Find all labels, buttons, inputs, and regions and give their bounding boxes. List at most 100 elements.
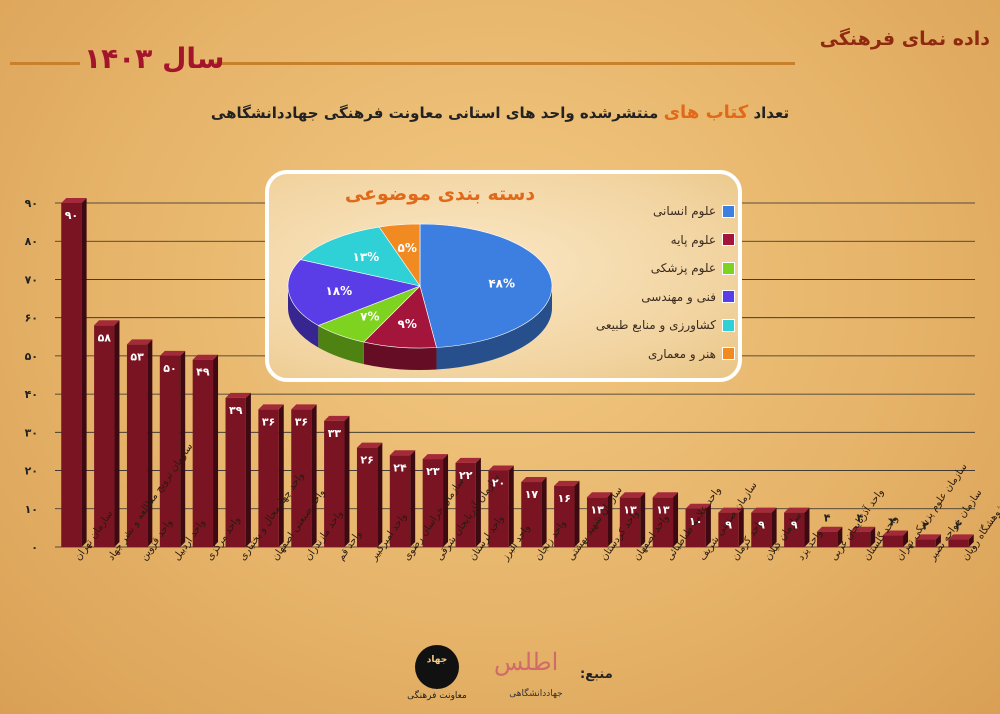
legend-swatch [722,318,735,332]
legend-label: کشاورزی و منابع طبیعی [595,318,716,333]
seal-caption: معاونت فرهنگی [407,691,467,701]
bar [554,485,575,547]
chart-title: تعداد کتاب های منتشرشده واحد های استانی … [200,102,800,123]
bar-top [126,339,153,345]
y-tick-label: ۶۰ [25,312,38,325]
pie-slice-label: ۹% [398,317,417,331]
bar-side [344,415,350,547]
header: سال ۱۴۰۳ داده نمای فرهنگی [0,0,1000,80]
bar [652,497,674,547]
bar-top [718,507,744,513]
pie-slice [299,226,421,287]
bar-side [81,198,87,547]
bar-top [619,492,646,498]
bar-side [180,350,186,547]
bar-side [870,526,876,547]
bar-value-label: ۹۰ [65,209,78,222]
bar-side [410,450,416,547]
bar-top [586,492,613,498]
title-post: منتشرشده واحد های استانی معاونت فرهنگی ج… [210,104,659,122]
legend-swatch [722,261,735,275]
jahad-seal-logo [415,645,459,689]
bar-value-label: ۱۷ [525,488,539,501]
bar-value-label: ۹ [725,519,732,532]
bar-value-label: ۱۶ [558,492,571,505]
pie-slice-label: ۱۳% [353,250,380,264]
bar-side [640,492,646,547]
legend-swatch [722,233,735,247]
bar-side [705,503,711,547]
bar-top [849,526,876,532]
bar-side [213,354,219,547]
pie-slice [419,223,553,348]
legend-item: فنی و مهندسی [590,286,735,309]
y-tick-label: ۹۰ [25,197,38,210]
bar-value-label: ۲۲ [459,469,473,482]
legend-item: علوم پزشکی [590,257,735,280]
pie-slice-label: ۱۸% [325,284,352,298]
bar-side [607,492,613,547]
y-tick-label: ۱۰ [25,503,38,516]
bar-value-label: ۱۳ [590,503,604,516]
y-tick-label: ۴۰ [25,388,38,401]
bar-side [311,404,317,547]
bar-side [837,526,843,547]
bar-value-label: ۴ [857,512,864,525]
bar [685,508,706,547]
bar-side [475,457,481,547]
y-tick-label: ۵۰ [25,350,38,363]
bar-side [508,465,514,547]
bar [356,447,378,547]
y-tick-label: ۲۰ [25,465,38,478]
bar [915,539,936,547]
bar-side [935,534,941,547]
legend-label: علوم پزشکی [650,261,716,276]
bar-top [751,507,777,513]
bar-value-label: ۳۳ [328,427,342,440]
pie-legend: علوم انسانی علوم پایه علوم پزشکی فنی و مهند… [590,200,735,371]
bar-top [652,492,679,498]
legend-swatch [722,204,735,218]
y-tick-label: ۳۰ [25,426,38,439]
bar-value-label: ۳۹ [229,404,243,417]
bar [422,459,444,547]
y-tick-label: ۷۰ [25,273,38,286]
header-rule-middle [215,62,795,65]
legend-swatch [722,290,735,304]
bar-value-label: ۳۶ [262,415,275,428]
header-rule-left [10,62,80,65]
title-pre: تعداد [753,104,790,122]
bar [61,203,82,547]
bar [291,409,312,547]
pie-slice-side [436,286,552,370]
bar [324,420,345,547]
bar-value-label: ۱۳ [656,503,670,516]
pie-title: دسته بندی موضوعی [344,183,536,205]
bar [94,325,115,547]
legend-swatch [722,347,735,361]
bar [126,344,148,547]
bar [718,512,739,547]
bar-top [816,526,843,532]
bar [389,455,411,547]
legend-label: هنر و معماری [648,346,716,361]
bar-value-label: ۳۶ [295,415,308,428]
atlas-logo: اطلس جهاددانشگاهی [494,648,578,699]
bar-value-label: ۲۴ [393,461,407,474]
bar [882,535,904,547]
bar-side [114,320,120,547]
bar-side [574,480,580,547]
bar-value-label: ۵۳ [130,350,144,363]
bar-value-label: ۲۳ [426,465,440,478]
bar-side [738,507,744,547]
bar-value-label: ۲ [955,519,962,532]
legend-item: کشاورزی و منابع طبیعی [590,314,735,337]
bar [586,497,608,547]
bar [816,531,838,547]
pie-slice-side [288,286,319,348]
bar-value-label: ۵۸ [98,331,112,344]
bar-value-label: ۵۰ [163,362,176,375]
legend-item: هنر و معماری [590,343,735,366]
bar-value-label: ۴ [824,512,831,525]
